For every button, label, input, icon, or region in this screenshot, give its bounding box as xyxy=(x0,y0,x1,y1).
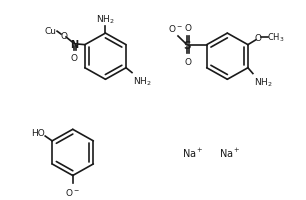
Text: O$^-$: O$^-$ xyxy=(167,23,182,34)
Text: O: O xyxy=(185,58,191,67)
Text: O: O xyxy=(185,24,191,33)
Text: S: S xyxy=(183,40,191,50)
Text: HO: HO xyxy=(32,128,45,137)
Text: O$^-$: O$^-$ xyxy=(65,186,80,197)
Text: O: O xyxy=(61,31,68,40)
Text: NH$_2$: NH$_2$ xyxy=(254,76,272,88)
Text: O: O xyxy=(70,54,77,63)
Text: O: O xyxy=(254,34,261,43)
Text: Na$^+$: Na$^+$ xyxy=(182,146,203,159)
Text: NH$_2$: NH$_2$ xyxy=(133,75,151,88)
Text: N: N xyxy=(70,39,78,49)
Text: NH$_2$: NH$_2$ xyxy=(96,14,115,26)
Text: Cu: Cu xyxy=(44,27,56,36)
Text: CH$_3$: CH$_3$ xyxy=(267,32,285,44)
Text: Na$^+$: Na$^+$ xyxy=(218,146,240,159)
